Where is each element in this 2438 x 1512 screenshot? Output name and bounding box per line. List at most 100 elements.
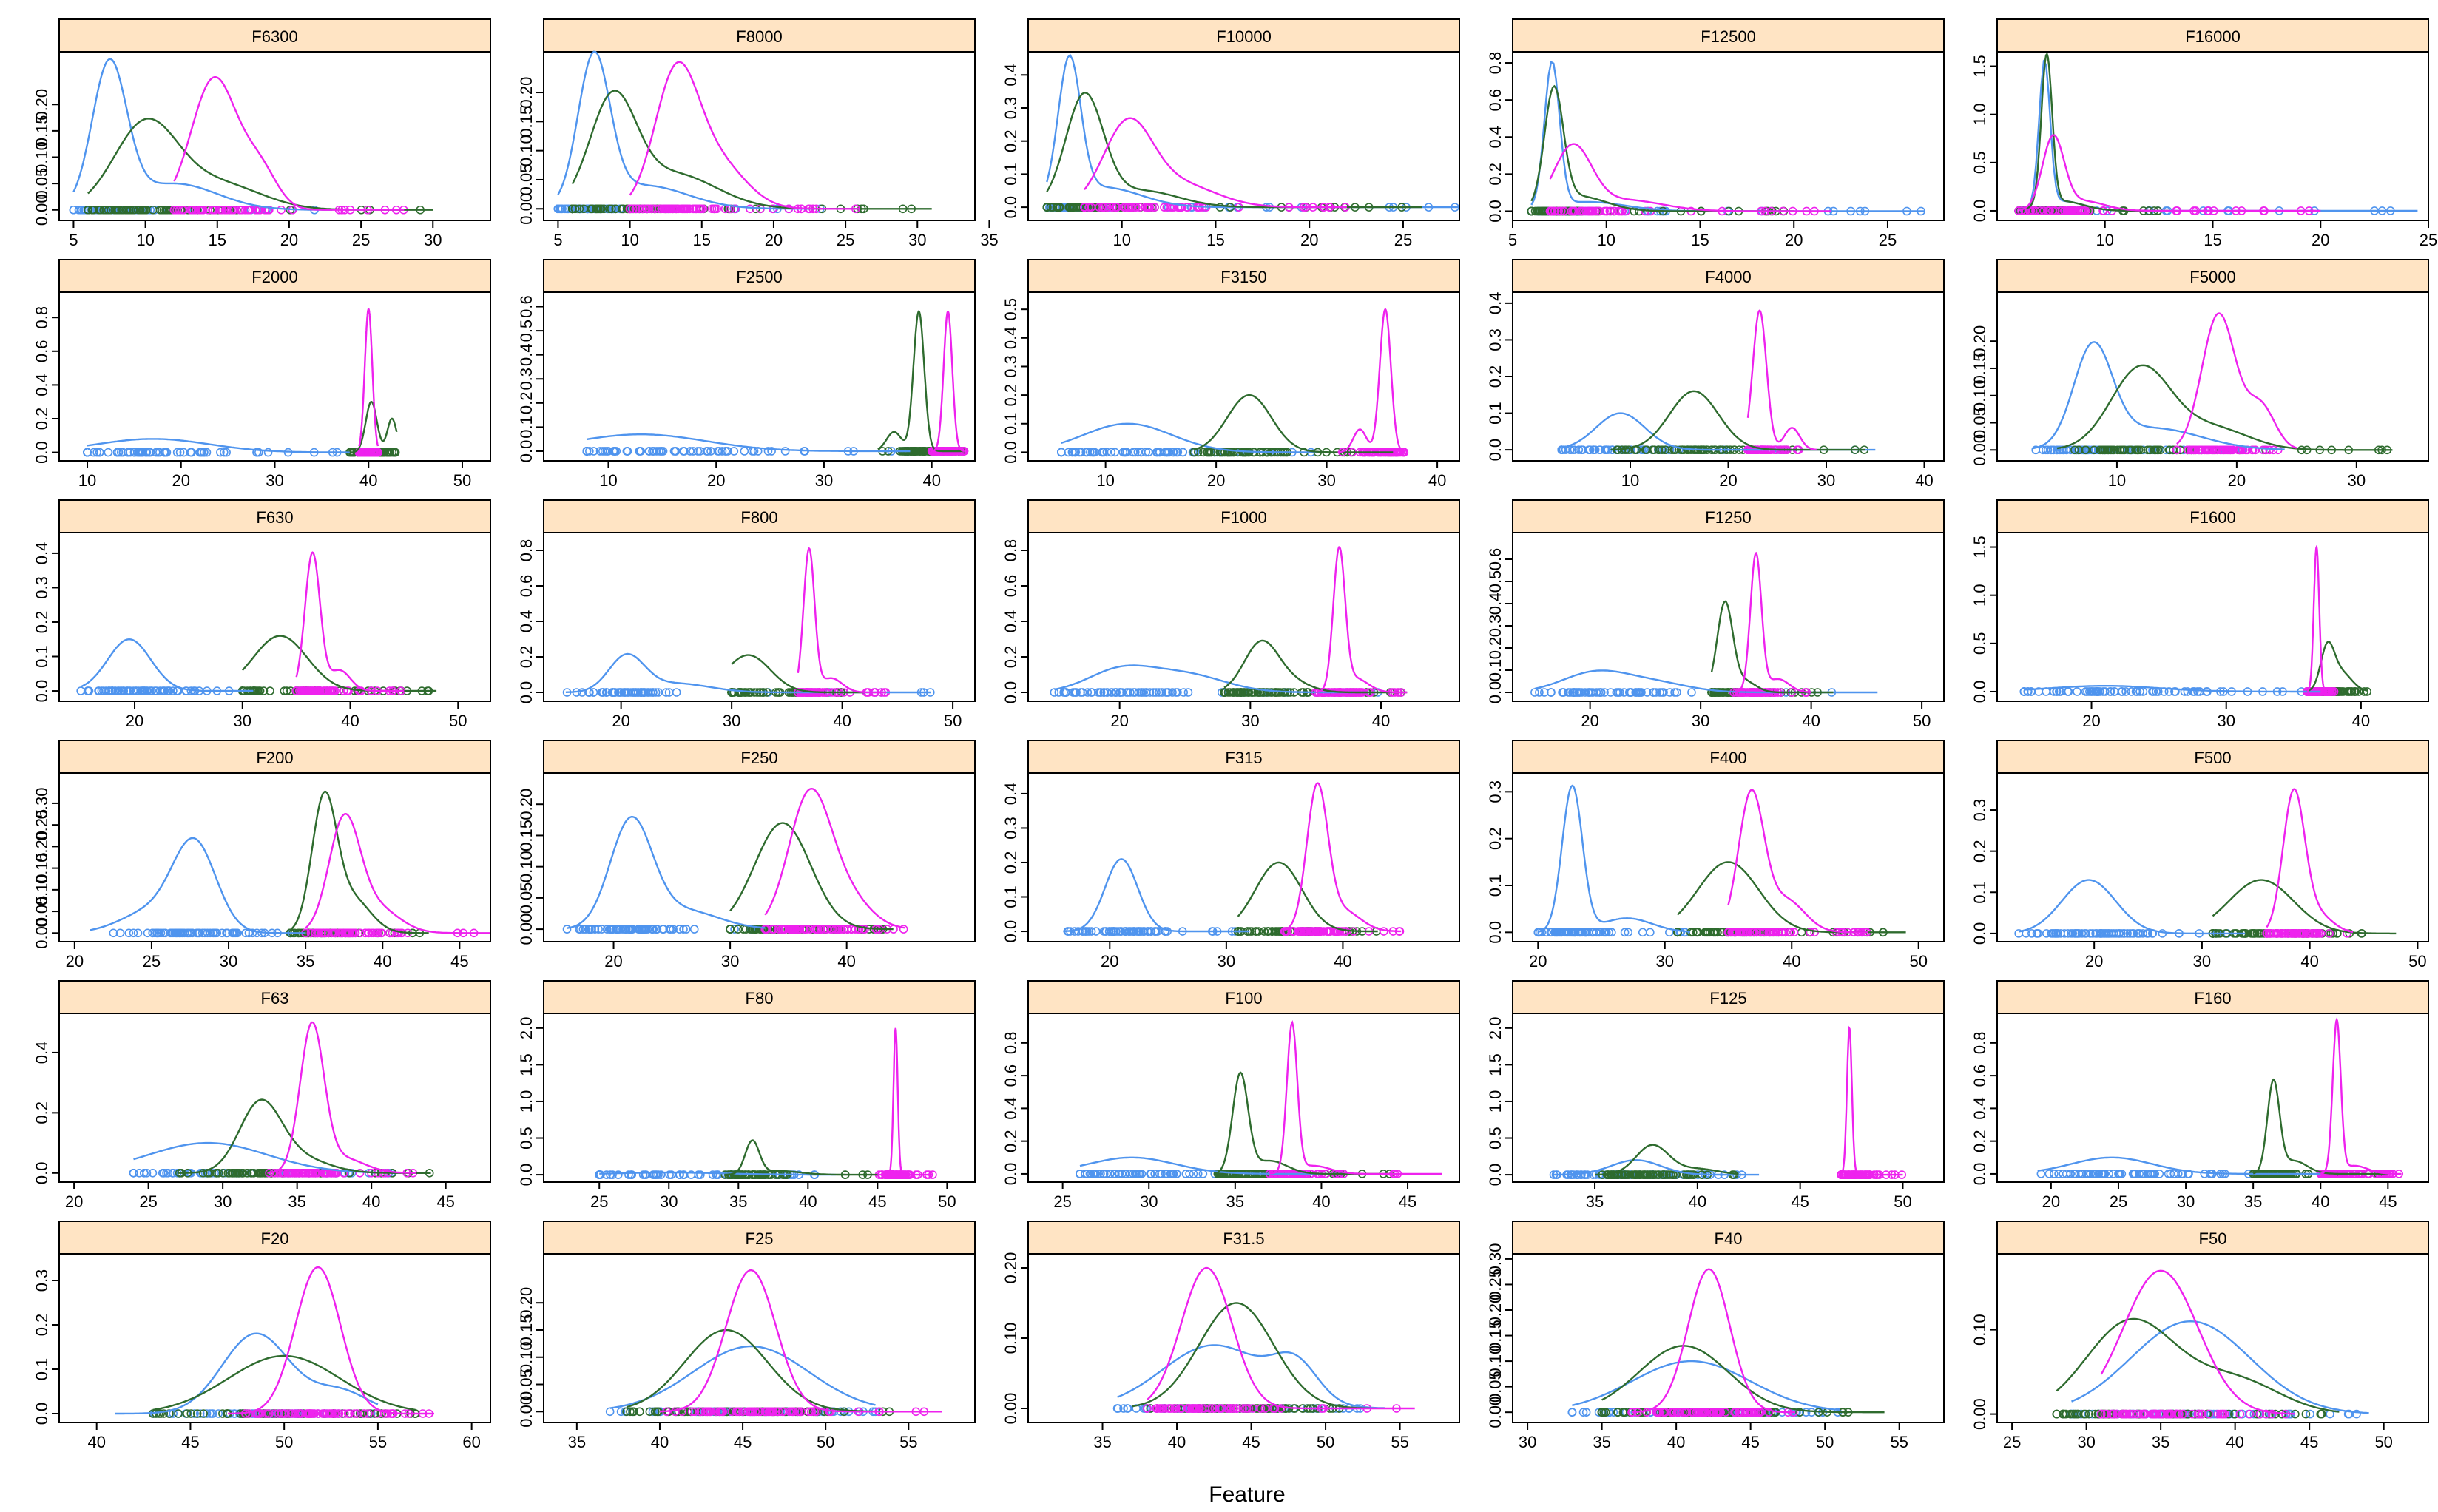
- rug-point: [1054, 203, 1064, 212]
- x-tick-label: 25: [143, 952, 161, 971]
- rug-point: [656, 447, 666, 456]
- rug-point: [160, 448, 169, 457]
- x-tick-label: 20: [126, 712, 143, 730]
- density-curve-green: [289, 790, 429, 934]
- y-tick-label: 0.15: [517, 106, 536, 138]
- y-tick-label: 0.0: [1486, 200, 1505, 223]
- rug-point: [141, 448, 150, 457]
- y-tick-label: 0.0: [33, 680, 51, 703]
- y-tick-label: 0.2: [33, 1101, 51, 1124]
- rug-point: [1160, 203, 1169, 212]
- strip-header: [1512, 259, 1945, 293]
- rug-point: [1627, 445, 1635, 454]
- rug-point: [610, 447, 620, 456]
- strip-header: [543, 259, 976, 293]
- x-tick-label: 35: [980, 231, 998, 249]
- rug-point: [152, 448, 161, 457]
- panel-title: F12500: [1701, 27, 1756, 46]
- rug-point: [69, 205, 78, 215]
- rug-point: [582, 447, 592, 456]
- x-tick-label: 10: [1621, 471, 1639, 490]
- x-tick-label: 20: [65, 1192, 83, 1211]
- rug-point: [1052, 203, 1061, 212]
- strip-header: [58, 259, 491, 293]
- rug-point: [585, 447, 594, 456]
- rug-point: [1108, 203, 1117, 212]
- x-tick-label: 20: [1207, 471, 1225, 490]
- density-curve-blue: [1538, 784, 1691, 933]
- rug-point: [1162, 203, 1172, 212]
- x-tick-label: 40: [2300, 952, 2318, 971]
- y-tick-label: 0.4: [33, 542, 51, 565]
- x-tick-label: 40: [1334, 952, 1351, 971]
- x-tick-label: 25: [1879, 231, 1897, 249]
- rug-point: [2084, 445, 2093, 455]
- rug-point: [2049, 445, 2059, 455]
- rug-point: [1605, 206, 1615, 216]
- rug-point: [1223, 448, 1232, 457]
- x-tick-label: 40: [922, 471, 940, 490]
- x-tick-label: 5: [1508, 231, 1517, 249]
- y-tick-label: 0.15: [517, 820, 536, 851]
- rug-point: [172, 205, 181, 215]
- density-curve-magenta: [629, 61, 860, 210]
- rug-point: [1122, 448, 1132, 457]
- rug-point: [706, 447, 715, 456]
- rug-point: [87, 205, 97, 215]
- y-tick-label: 0.2: [517, 392, 536, 415]
- rug-point: [2017, 206, 2026, 215]
- density-curve-green: [2306, 641, 2368, 692]
- x-tick-label: 40: [374, 952, 391, 971]
- x-tick-label: 50: [449, 712, 467, 730]
- density-curve-blue: [1046, 53, 1459, 209]
- density-curve-magenta: [1337, 308, 1405, 453]
- x-tick-label: 50: [1909, 952, 1927, 971]
- y-tick-label: 0.00: [1971, 434, 1989, 466]
- y-tick-label: 0.0: [1971, 200, 1989, 223]
- x-tick-label: 20: [1110, 712, 1128, 730]
- rug-point: [2014, 206, 2023, 215]
- x-tick-label: 25: [139, 1192, 157, 1211]
- y-tick-label: 0.4: [33, 374, 51, 396]
- rug-point: [252, 448, 261, 457]
- y-tick-label: 0.1: [1486, 659, 1505, 682]
- rug-point: [1649, 445, 1659, 454]
- y-tick-label: 0.2: [1002, 646, 1020, 669]
- x-tick-label: 40: [359, 471, 377, 490]
- density-curve-green: [2056, 364, 2393, 451]
- panel-title: F630: [256, 508, 293, 527]
- strip-header: [543, 18, 976, 53]
- x-tick-label: 25: [837, 231, 854, 249]
- x-tick-label: 15: [1691, 231, 1709, 249]
- strip-header: [1027, 18, 1460, 53]
- x-tick-label: 30: [1218, 952, 1235, 971]
- x-tick-label: 10: [136, 231, 154, 249]
- x-tick-label: 20: [172, 471, 190, 490]
- panel-title: F16000: [2185, 27, 2241, 46]
- density-curve-blue: [587, 433, 911, 453]
- y-tick-label: 0.1: [1002, 163, 1020, 186]
- rug-point: [172, 448, 182, 457]
- y-tick-label: 0.3: [1486, 328, 1505, 351]
- y-tick-label: 0.3: [1486, 780, 1505, 803]
- rug-point: [1082, 448, 1092, 457]
- panel-title: F63: [261, 989, 289, 1008]
- y-tick-label: 0.00: [33, 194, 51, 226]
- x-tick-label: 25: [2420, 231, 2437, 249]
- y-tick-label: 0.3: [1002, 817, 1020, 840]
- density-curve-magenta: [931, 310, 965, 452]
- x-tick-label: 20: [612, 712, 629, 730]
- rug-point: [604, 447, 613, 456]
- density-curve-magenta: [797, 547, 887, 694]
- x-tick-label: 50: [453, 471, 471, 490]
- rug-point: [648, 447, 657, 456]
- y-tick-label: 0.3: [1486, 615, 1505, 638]
- rug-point: [1145, 203, 1155, 212]
- y-tick-label: 0.0: [1002, 920, 1020, 943]
- rug-point: [2070, 206, 2079, 215]
- rug-point: [644, 204, 654, 214]
- rug-point: [178, 205, 187, 215]
- y-tick-label: 0.6: [1486, 89, 1505, 112]
